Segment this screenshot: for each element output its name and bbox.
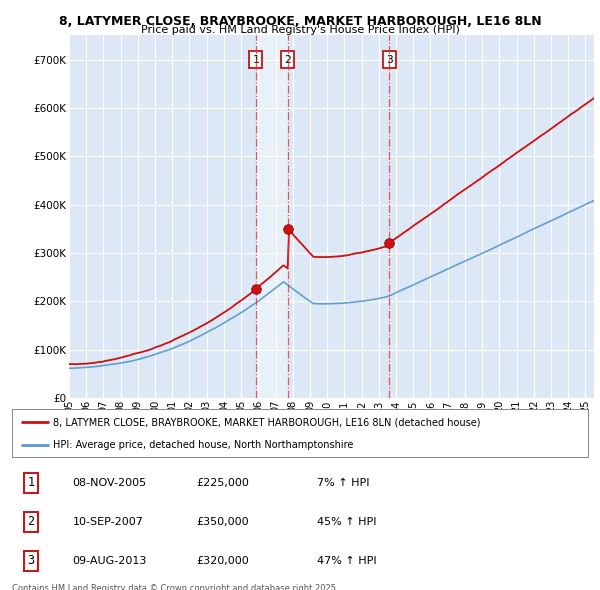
Text: 09-AUG-2013: 09-AUG-2013 xyxy=(73,556,147,566)
Text: £320,000: £320,000 xyxy=(196,556,249,566)
Text: 7% ↑ HPI: 7% ↑ HPI xyxy=(317,478,370,488)
Text: 8, LATYMER CLOSE, BRAYBROOKE, MARKET HARBOROUGH, LE16 8LN: 8, LATYMER CLOSE, BRAYBROOKE, MARKET HAR… xyxy=(59,15,541,28)
Bar xyxy=(256,35,288,398)
Text: £350,000: £350,000 xyxy=(196,517,249,527)
Text: 08-NOV-2005: 08-NOV-2005 xyxy=(73,478,146,488)
Text: 10-SEP-2007: 10-SEP-2007 xyxy=(73,517,143,527)
Text: 2: 2 xyxy=(284,55,292,64)
Text: 3: 3 xyxy=(386,55,392,64)
Text: 47% ↑ HPI: 47% ↑ HPI xyxy=(317,556,377,566)
Text: Contains HM Land Registry data © Crown copyright and database right 2025.
This d: Contains HM Land Registry data © Crown c… xyxy=(12,584,338,590)
Text: 2: 2 xyxy=(28,515,35,529)
Text: 3: 3 xyxy=(28,555,35,568)
Text: 1: 1 xyxy=(252,55,259,64)
Text: 8, LATYMER CLOSE, BRAYBROOKE, MARKET HARBOROUGH, LE16 8LN (detached house): 8, LATYMER CLOSE, BRAYBROOKE, MARKET HAR… xyxy=(53,417,481,427)
Text: 45% ↑ HPI: 45% ↑ HPI xyxy=(317,517,377,527)
Text: £225,000: £225,000 xyxy=(196,478,249,488)
Text: Price paid vs. HM Land Registry's House Price Index (HPI): Price paid vs. HM Land Registry's House … xyxy=(140,25,460,35)
Text: 1: 1 xyxy=(28,476,35,489)
Text: HPI: Average price, detached house, North Northamptonshire: HPI: Average price, detached house, Nort… xyxy=(53,440,354,450)
